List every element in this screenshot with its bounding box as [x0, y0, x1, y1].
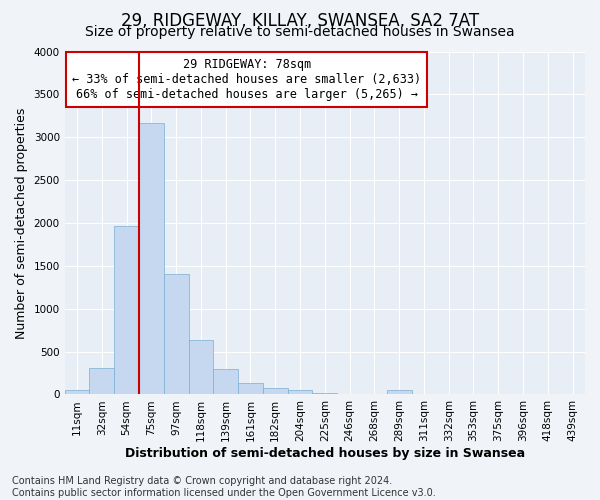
Bar: [263, 388, 287, 394]
Bar: [139, 122, 164, 394]
Bar: [65, 390, 89, 394]
Text: Contains HM Land Registry data © Crown copyright and database right 2024.
Contai: Contains HM Land Registry data © Crown c…: [12, 476, 436, 498]
Bar: [287, 390, 313, 394]
Bar: [188, 340, 214, 394]
X-axis label: Distribution of semi-detached houses by size in Swansea: Distribution of semi-detached houses by …: [125, 447, 525, 460]
Text: 29 RIDGEWAY: 78sqm
← 33% of semi-detached houses are smaller (2,633)
66% of semi: 29 RIDGEWAY: 78sqm ← 33% of semi-detache…: [72, 58, 421, 102]
Bar: [164, 274, 188, 394]
Bar: [214, 368, 238, 394]
Bar: [313, 393, 337, 394]
Bar: [238, 384, 263, 394]
Text: Size of property relative to semi-detached houses in Swansea: Size of property relative to semi-detach…: [85, 25, 515, 39]
Text: 29, RIDGEWAY, KILLAY, SWANSEA, SA2 7AT: 29, RIDGEWAY, KILLAY, SWANSEA, SA2 7AT: [121, 12, 479, 30]
Y-axis label: Number of semi-detached properties: Number of semi-detached properties: [15, 108, 28, 338]
Bar: [387, 390, 412, 394]
Bar: [114, 226, 139, 394]
Bar: [89, 368, 114, 394]
